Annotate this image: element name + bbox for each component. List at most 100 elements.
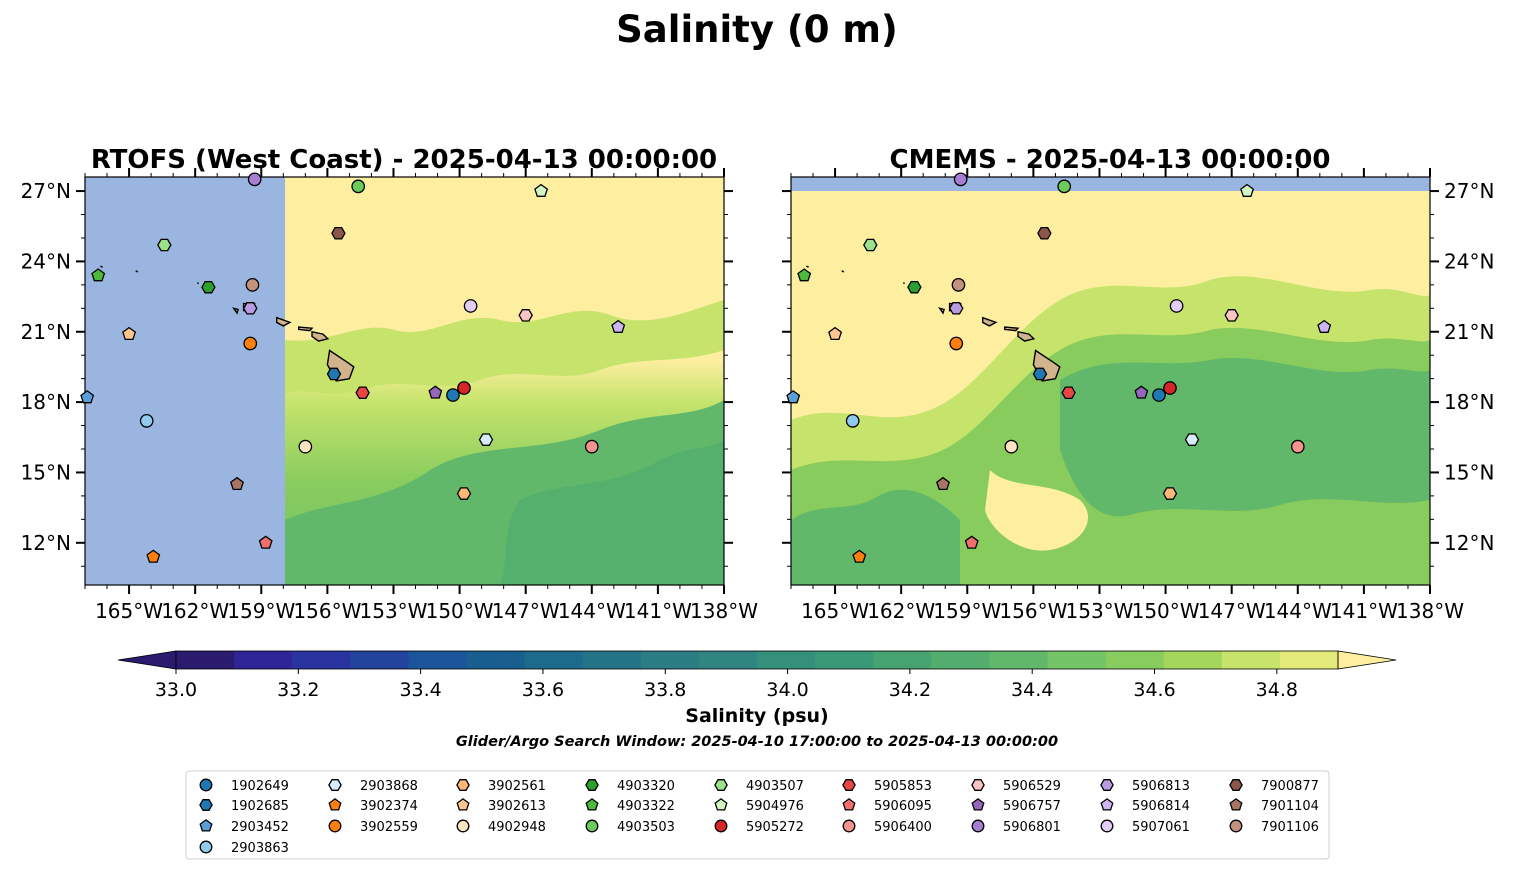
float-marker-5906757	[1134, 385, 1149, 399]
legend-item-5906529: 5906529	[971, 779, 1061, 794]
float-marker-1902649	[446, 388, 460, 402]
colorbar-segment	[234, 651, 293, 669]
lat-tick-label: 21°N	[21, 320, 71, 344]
lat-tick-label: 24°N	[21, 249, 71, 273]
lon-tick-label: 159°W	[227, 599, 295, 623]
float-marker-4903507	[863, 238, 878, 252]
colorbar-segment	[815, 651, 874, 669]
salinity-colorbar: 33.0 33.2 33.4 33.6 33.8 34.0 34.2 34.4 34.6 34.8	[117, 650, 1397, 701]
float-marker-5904976	[1240, 183, 1255, 197]
float-legend: 1902649 1902685 2903452 2903863 2903868 39023…	[185, 770, 1330, 860]
legend-item-1902649: 1902649	[199, 778, 289, 794]
legend-label: 2903868	[360, 779, 418, 794]
legend-label: 2903452	[231, 820, 289, 835]
legend-item-2903452: 2903452	[199, 819, 289, 835]
colorbar-tick-label: 34.6	[1133, 679, 1175, 701]
float-marker-3902613	[122, 326, 137, 341]
salinity-field-rtofs	[85, 177, 724, 585]
colorbar-segment	[1221, 651, 1281, 669]
lon-tick-label: 147°W	[1198, 599, 1266, 623]
float-marker-5906801	[953, 172, 968, 187]
lon-tick-label: 138°W	[1396, 599, 1464, 623]
float-marker-5906095	[964, 535, 979, 549]
float-marker-5906095	[258, 535, 273, 549]
island-outline-5	[232, 307, 239, 315]
legend-item-2903868: 2903868	[328, 779, 418, 794]
island-outline-7	[135, 270, 139, 273]
legend-marker-5906529	[971, 779, 985, 791]
lat-tick-label: 18°N	[21, 390, 71, 414]
legend-label: 3902559	[360, 820, 418, 835]
legend-marker-3902561	[456, 779, 470, 791]
float-marker-5906400	[584, 439, 599, 454]
float-marker-5906757	[428, 385, 443, 399]
float-marker-4903320	[201, 280, 216, 294]
lon-tick-label: 162°W	[867, 599, 935, 623]
legend-label: 4903320	[617, 779, 675, 794]
float-marker-5905853	[355, 386, 370, 400]
legend-item-4903507: 4903507	[714, 779, 804, 794]
float-marker-4903322	[91, 268, 106, 282]
lat-tick-label: 15°N	[21, 460, 71, 484]
colorbar-segment	[466, 651, 526, 669]
float-marker-1902649	[1152, 388, 1166, 402]
island-outline-6	[196, 282, 200, 285]
colorbar-segment	[698, 651, 758, 669]
float-marker-4903322	[797, 268, 812, 282]
lat-tick-label: 12°N	[21, 531, 71, 555]
legend-marker-1902685	[199, 799, 213, 811]
float-marker-2903452	[80, 390, 95, 404]
colorbar-segment	[408, 651, 468, 669]
legend-marker-7901104	[1229, 798, 1243, 811]
lon-tick-label: 144°W	[1264, 599, 1332, 623]
legend-marker-2903868	[328, 779, 342, 791]
legend-item-7900877: 7900877	[1229, 779, 1319, 794]
legend-label: 5904976	[746, 799, 804, 814]
lon-tick-label: 153°W	[1066, 599, 1134, 623]
legend-marker-5906814	[1100, 798, 1114, 811]
colorbar-segment	[1163, 651, 1223, 669]
legend-item-2903863: 2903863	[199, 840, 289, 856]
float-marker-5906801	[247, 172, 262, 187]
legend-marker-5907061	[1100, 819, 1114, 833]
legend-label: 7901106	[1261, 820, 1319, 835]
float-marker-7901106	[245, 278, 260, 292]
float-marker-7900877	[1037, 226, 1052, 240]
lat-tick-label: 27°N	[21, 179, 71, 203]
legend-marker-5906095	[842, 798, 856, 811]
float-marker-2903452	[786, 390, 801, 404]
legend-marker-5906801	[971, 819, 985, 833]
legend-label: 5907061	[1132, 820, 1190, 835]
lon-tick-label: 141°W	[1330, 599, 1398, 623]
legend-marker-4903320	[585, 779, 599, 791]
colorbar-segment	[931, 651, 990, 669]
axis-ticks-rtofs: 165°W162°W159°W156°W153°W150°W147°W144°W…	[21, 168, 758, 623]
legend-marker-7901106	[1229, 819, 1243, 833]
colorbar-frame	[175, 650, 1339, 670]
legend-marker-4903322	[585, 798, 599, 811]
colorbar-extend-high	[1337, 650, 1397, 670]
float-marker-7901104	[936, 476, 950, 491]
lon-tick-label: 138°W	[690, 599, 758, 623]
legend-item-4903322: 4903322	[585, 798, 675, 814]
colorbar-tick-label: 34.4	[1011, 679, 1053, 701]
colorbar-tick-label: 33.4	[399, 679, 441, 701]
float-marker-4903503	[1057, 179, 1072, 194]
float-marker-7901106	[951, 278, 966, 292]
lon-tick-label: 147°W	[492, 599, 560, 623]
legend-label: 4902948	[488, 820, 546, 835]
legend-label: 5906400	[874, 820, 932, 835]
colorbar-segment	[873, 651, 932, 669]
legend-item-5906814: 5906814	[1100, 798, 1190, 814]
island-outline-8	[806, 265, 809, 268]
float-marker-7901104	[230, 476, 244, 491]
colorbar-tick-label: 34.2	[889, 679, 931, 701]
legend-marker-3902374	[328, 798, 342, 811]
float-marker-5906814	[611, 319, 626, 333]
lon-tick-label: 165°W	[801, 599, 869, 623]
legend-item-5907061: 5907061	[1100, 819, 1190, 835]
lat-tick-label: 27°N	[1444, 179, 1494, 203]
legend-marker-5906757	[971, 798, 985, 811]
map-frame-rtofs	[84, 176, 725, 586]
legend-marker-5905272	[714, 819, 728, 833]
